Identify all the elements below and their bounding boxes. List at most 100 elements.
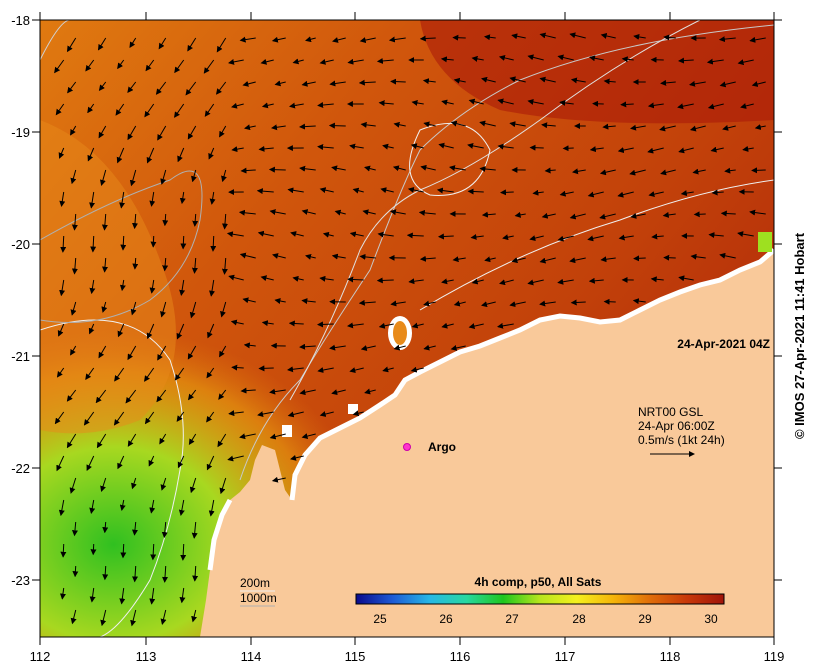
isobath-200m: 200m: [240, 576, 270, 590]
current-vector: [206, 367, 215, 379]
current-vector: [509, 76, 526, 83]
current-vector: [358, 79, 376, 86]
current-vector: [292, 275, 304, 282]
current-vector: [60, 235, 67, 253]
current-vector: [677, 103, 694, 110]
current-vector: [541, 122, 556, 129]
isobath-legend: 200m 1000m: [240, 576, 277, 607]
current-vector: [125, 389, 137, 404]
current-vector: [89, 499, 96, 514]
timestamp-label: 24-Apr-2021 04Z: [677, 337, 770, 351]
current-vector: [192, 213, 199, 227]
current-vector: [380, 187, 394, 194]
current-vector: [206, 455, 215, 471]
current-vector: [450, 345, 466, 351]
current-vector: [484, 256, 496, 263]
current-vector: [207, 323, 215, 339]
lon-tick-117: 117: [555, 649, 576, 664]
current-vector: [157, 345, 167, 361]
current-vector: [630, 212, 646, 219]
current-vector: [630, 124, 646, 131]
current-vector: [411, 322, 424, 329]
current-vector: [359, 253, 376, 260]
lat-tick-19: -19: [11, 125, 30, 140]
current-vector: [423, 300, 436, 307]
current-vector: [102, 521, 109, 534]
current-vector: [96, 433, 107, 449]
current-vector: [157, 125, 167, 141]
current-vector: [562, 145, 574, 152]
current-vector: [261, 102, 274, 109]
current-vector: [66, 389, 77, 402]
current-vector: [693, 211, 706, 218]
current-vector: [359, 37, 376, 44]
current-vector: [680, 190, 694, 197]
current-vector: [436, 187, 454, 194]
current-vector: [719, 252, 736, 259]
current-vector: [210, 235, 217, 252]
current-vector: [156, 389, 167, 403]
current-vector: [287, 366, 304, 373]
current-vector: [127, 125, 137, 141]
current-vector: [527, 99, 544, 105]
current-vector: [362, 209, 376, 216]
current-vector: [127, 345, 137, 361]
current-vector: [257, 230, 274, 237]
current-vector: [120, 543, 127, 559]
argo-marker-icon: [403, 443, 411, 451]
current-vector: [150, 543, 157, 561]
current-vector: [209, 191, 216, 205]
current-vector: [299, 389, 316, 396]
current-vector: [317, 321, 334, 328]
current-vector: [187, 37, 197, 52]
current-vector: [268, 166, 286, 173]
current-vector: [287, 411, 304, 418]
current-vector: [127, 433, 137, 447]
current-vector: [70, 125, 77, 136]
current-vector: [754, 124, 766, 130]
current-vector: [751, 167, 766, 174]
current-vector: [440, 56, 454, 63]
current-vector: [470, 233, 484, 240]
current-vector: [70, 609, 77, 625]
current-vector: [66, 433, 77, 449]
current-vector: [243, 342, 256, 349]
current-vector: [98, 125, 107, 139]
colorbar-tick-30: 30: [704, 612, 718, 626]
current-vector: [527, 279, 544, 286]
current-vector: [410, 366, 424, 373]
current-vector: [146, 147, 155, 164]
current-vector: [132, 565, 139, 583]
current-vector: [349, 143, 364, 150]
current-vector: [179, 191, 186, 205]
current-vector: [57, 323, 65, 337]
current-legend: NRT00 GSL 24-Apr 06:00Z 0.5m/s (1kt 24h): [638, 405, 725, 457]
current-vector: [70, 345, 77, 356]
current-vector: [179, 279, 186, 296]
current-vector: [331, 165, 346, 172]
current-vector: [423, 121, 436, 128]
current-vector: [544, 167, 556, 174]
current-vector: [89, 279, 96, 295]
current-vector: [59, 279, 66, 297]
current-vector: [599, 213, 616, 220]
current-vector: [144, 103, 155, 118]
current-vector: [98, 345, 107, 359]
current-vector: [228, 274, 244, 281]
current-vector: [116, 147, 125, 164]
current-vector: [115, 103, 125, 116]
lon-tick-119: 119: [764, 649, 785, 664]
current-vector: [479, 166, 496, 172]
current-vector: [261, 320, 274, 327]
current-vector: [56, 455, 65, 472]
current-vector: [149, 587, 156, 605]
isobath-1000m: 1000m: [240, 591, 277, 605]
current-vector: [497, 98, 514, 105]
current-vector: [120, 235, 127, 251]
current-vector: [102, 257, 108, 273]
current-vector: [174, 103, 185, 118]
current-vector: [231, 102, 244, 109]
current-vector: [423, 344, 436, 351]
current-vector: [174, 59, 185, 74]
current-vector: [557, 54, 574, 61]
